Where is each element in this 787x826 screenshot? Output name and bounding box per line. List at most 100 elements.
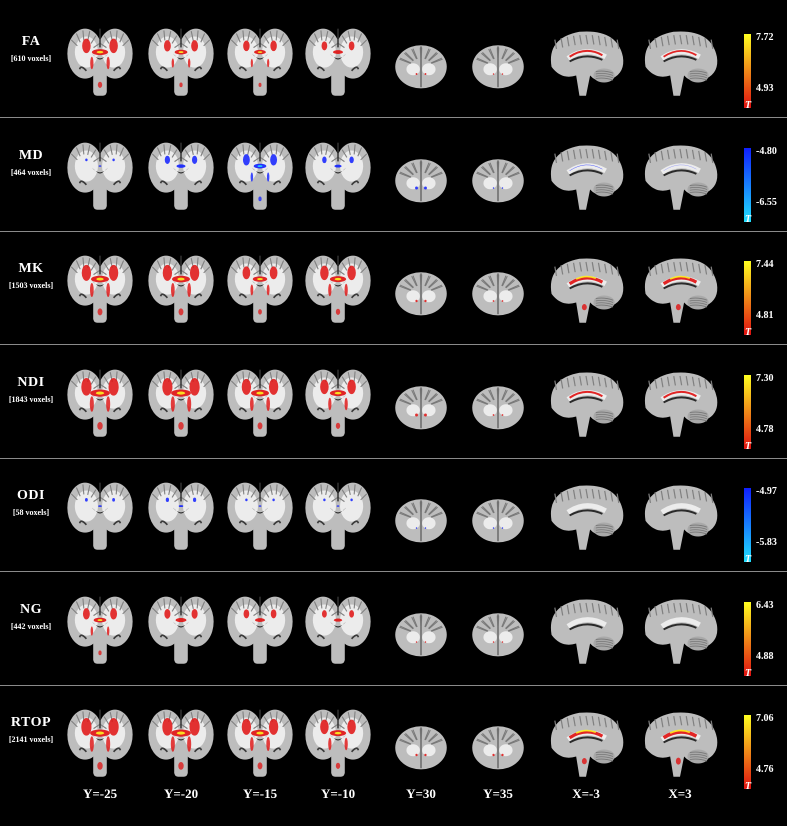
- colorbar-min-label: -6.55: [756, 196, 777, 208]
- colorbar: [744, 715, 751, 789]
- colorbar-t-label: T: [745, 781, 752, 792]
- brain-slice-coronal-large: [148, 482, 214, 550]
- colorbar: [744, 147, 751, 222]
- brain-slice-coronal-small: [395, 726, 447, 770]
- brain-slice-coronal-large: [305, 482, 371, 550]
- colorbar-min-label: 4.76: [756, 764, 774, 775]
- brain-slice-sagittal: [644, 371, 718, 437]
- row-label: MK [1503 voxels]: [0, 261, 62, 290]
- metric-name: NDI: [17, 374, 45, 390]
- row-label: ODI [58 voxels]: [0, 488, 62, 517]
- brain-slice-coronal-large: [305, 255, 371, 323]
- brain-slice-coronal-large: [67, 709, 133, 777]
- brain-slice-sagittal: [550, 371, 624, 437]
- colorbar-max-label: 6.43: [756, 599, 774, 611]
- brain-slice-coronal-large: [227, 596, 293, 664]
- colorbar-max-label: 7.06: [756, 713, 774, 724]
- brain-slice-coronal-large: [148, 596, 214, 664]
- brain-slice-coronal-large: [305, 28, 371, 96]
- metric-name: NG: [20, 601, 42, 617]
- colorbar-min-label: 4.88: [756, 650, 774, 662]
- metric-row-md: MD [464 voxels] -4.80 -6.55 T: [0, 118, 787, 232]
- row-separator: [0, 684, 787, 686]
- brain-slice-coronal-small: [472, 726, 524, 770]
- row-separator: [0, 117, 787, 118]
- row-label: MD [464 voxels]: [0, 148, 62, 177]
- brain-slice-coronal-large: [227, 142, 293, 210]
- colorbar-min-label: 4.93: [756, 83, 774, 94]
- voxel-count: [2141 voxels]: [8, 735, 54, 744]
- brain-slice-sagittal: [644, 598, 718, 664]
- brain-slice-coronal-large: [148, 28, 214, 96]
- brain-slice-sagittal: [550, 485, 624, 550]
- metric-name: MD: [18, 147, 44, 163]
- brain-slice-coronal-small: [472, 612, 524, 656]
- brain-slice-coronal-large: [148, 142, 214, 210]
- colorbar-min-label: 4.81: [756, 310, 774, 321]
- brain-slice-sagittal: [550, 712, 624, 777]
- colorbar: [744, 488, 751, 562]
- brain-slice-coronal-large: [305, 142, 371, 210]
- colorbar: [744, 261, 751, 335]
- brain-slice-coronal-large: [305, 369, 371, 437]
- colorbar: [744, 601, 751, 676]
- slice-coordinate-label: X=-3: [572, 786, 600, 801]
- metric-row-mk: MK [1503 voxels] 7.44 4.81 T: [0, 231, 787, 345]
- brain-slice-coronal-large: [148, 255, 214, 323]
- brain-slice-coronal-large: [227, 255, 293, 323]
- brain-slice-coronal-small: [395, 385, 447, 429]
- row-label: NDI [1843 voxels]: [0, 375, 62, 404]
- brain-slice-coronal-small: [472, 158, 524, 202]
- row-label: RTOP [2141 voxels]: [0, 715, 62, 744]
- brain-slice-sagittal: [550, 31, 624, 96]
- brain-slice-coronal-small: [395, 272, 447, 316]
- brain-slice-coronal-large: [305, 596, 371, 664]
- colorbar-min-label: 4.78: [756, 423, 774, 435]
- colorbar-t-label: T: [745, 440, 752, 452]
- brain-slice-sagittal: [550, 258, 624, 323]
- metric-name: MK: [18, 261, 44, 276]
- voxel-count: [58 voxels]: [12, 508, 50, 517]
- slice-coordinate-label: Y=30: [406, 786, 436, 801]
- row-label: FA [610 voxels]: [0, 34, 62, 63]
- slice-coordinate-label: Y=-10: [320, 786, 356, 801]
- voxel-count: [1843 voxels]: [8, 394, 54, 404]
- colorbar-t-label: T: [745, 327, 752, 338]
- brain-slice-coronal-large: [67, 142, 133, 210]
- colorbar-t-label: T: [745, 213, 752, 225]
- colorbar-max-label: 7.72: [756, 32, 774, 43]
- brain-slice-coronal-small: [395, 499, 447, 543]
- brain-slice-coronal-large: [148, 709, 214, 777]
- colorbar-max-label: -4.80: [756, 145, 777, 157]
- brain-slice-coronal-large: [148, 369, 214, 437]
- brain-slice-coronal-small: [395, 45, 447, 89]
- colorbar-t-label: T: [745, 100, 752, 111]
- metric-row-ng: NG [442 voxels] 6.43 4.88 T: [0, 572, 787, 686]
- brain-slice-coronal-large: [227, 369, 293, 437]
- brain-slice-coronal-small: [395, 612, 447, 656]
- brain-slice-coronal-large: [67, 28, 133, 96]
- metric-row-ndi: NDI [1843 voxels] 7.30 4.78 T: [0, 345, 787, 459]
- brain-slice-coronal-large: [67, 369, 133, 437]
- metric-name: ODI: [17, 488, 45, 503]
- brain-slice-coronal-small: [472, 385, 524, 429]
- slice-coordinate-label: X=3: [668, 786, 692, 801]
- slice-coordinate-label: Y=-15: [242, 786, 278, 801]
- brain-slice-coronal-large: [227, 482, 293, 550]
- colorbar-t-label: T: [745, 554, 752, 565]
- brain-slice-coronal-large: [227, 28, 293, 96]
- colorbar-min-label: -5.83: [756, 537, 777, 548]
- brain-slice-sagittal: [550, 144, 624, 210]
- brain-slice-sagittal: [644, 144, 718, 210]
- brain-slice-coronal-small: [472, 499, 524, 543]
- slice-coordinate-label: Y=-20: [163, 786, 199, 801]
- brain-slice-sagittal: [644, 258, 718, 323]
- slice-coordinate-label: Y=35: [483, 786, 513, 801]
- metric-row-rtop: RTOP [2141 voxels] 7.06 4.76 T: [0, 685, 787, 799]
- metric-row-odi: ODI [58 voxels] -4.97 -5.83 T: [0, 458, 787, 572]
- slice-coordinate-label: Y=-25: [82, 786, 118, 801]
- colorbar-max-label: -4.97: [756, 486, 777, 497]
- colorbar-max-label: 7.30: [756, 372, 774, 384]
- brain-slice-sagittal: [644, 712, 718, 777]
- brain-slice-coronal-small: [395, 158, 447, 202]
